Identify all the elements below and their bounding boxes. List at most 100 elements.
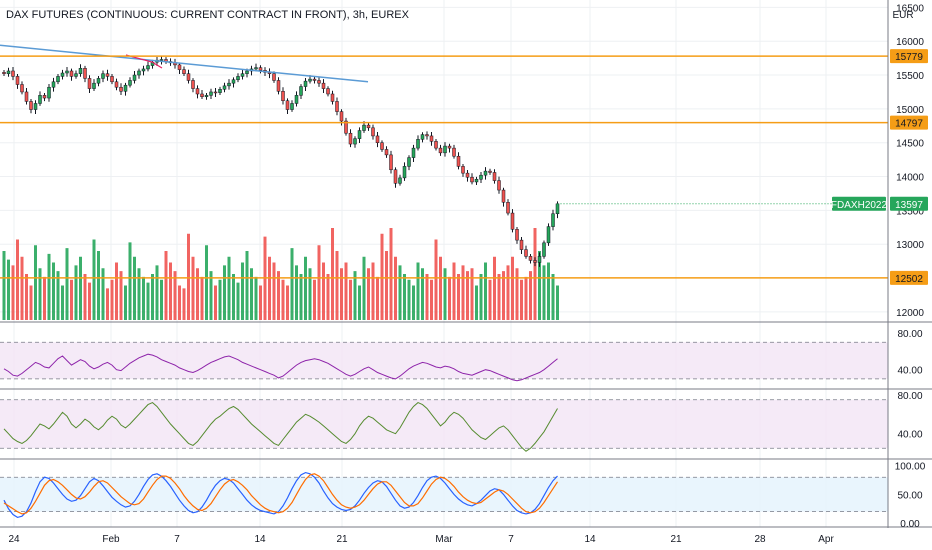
volume-bar [182, 288, 186, 320]
candle-body [101, 73, 105, 79]
candle-body [339, 111, 344, 122]
price-tick-label: 14000 [896, 173, 924, 184]
candle-body [83, 68, 87, 79]
candle-body [524, 249, 528, 257]
candle-body [186, 73, 191, 81]
candle-body [204, 95, 209, 97]
candle-body [452, 147, 456, 157]
symbol-tag-label: FDAXH2022 [831, 200, 888, 211]
volume-bar [232, 274, 235, 320]
candle-body [555, 203, 560, 214]
price-tick-label: 12000 [896, 308, 924, 319]
volume-bar [290, 248, 294, 320]
volume-bar [556, 285, 559, 320]
x-tick-label: Feb [102, 534, 120, 545]
trendline [0, 44, 369, 83]
volume-bar [245, 251, 249, 320]
volume-bar [344, 262, 348, 320]
volume-bar [484, 262, 487, 320]
candle-body [488, 170, 492, 173]
x-tick-label: 7 [174, 534, 180, 545]
candle-body [218, 89, 222, 93]
volume-bar [196, 268, 199, 320]
volume-bar [497, 274, 501, 320]
candle-body [105, 73, 110, 77]
candle-body [353, 138, 357, 145]
indicator-band [0, 342, 888, 379]
candle-body [411, 147, 416, 158]
level-tag [890, 270, 928, 285]
volume-bar [119, 271, 123, 320]
candle-body [195, 88, 200, 95]
volume-bar [362, 256, 366, 320]
volume-bar [376, 276, 379, 320]
volume-bar [398, 265, 402, 320]
volume-bar [173, 271, 177, 320]
candle-body [20, 84, 24, 93]
volume-bar [466, 271, 469, 320]
volume-bar [421, 268, 424, 320]
candle-body [24, 91, 29, 102]
volume-bar [223, 265, 226, 320]
volume-bar [38, 268, 42, 320]
volume-bar [313, 279, 316, 320]
volume-bar [11, 265, 15, 320]
candle-body [6, 70, 11, 74]
volume-bar [493, 256, 496, 320]
candle-body [74, 73, 78, 77]
volume-bar [470, 268, 474, 320]
volume-bar [349, 279, 352, 320]
candle-body [384, 149, 389, 156]
candle-body [362, 124, 366, 131]
candle-body [389, 154, 393, 171]
volume-bar [529, 271, 532, 320]
stochastic-k-line [3, 471, 558, 519]
volume-bar [128, 242, 132, 320]
candle-body [285, 100, 290, 110]
volume-bar [2, 251, 6, 320]
x-tick-label: 28 [754, 534, 766, 545]
candle-body [326, 88, 330, 95]
candle-body [209, 91, 213, 96]
indicator-tick-label: 40.00 [897, 430, 922, 441]
candle-body [330, 93, 335, 102]
volume-bar [547, 262, 550, 320]
volume-bar [155, 265, 159, 320]
candle-body [191, 80, 195, 89]
candle-body [335, 101, 339, 112]
candle-body [258, 67, 263, 71]
volume-bar [259, 285, 262, 320]
volume-bar [326, 274, 330, 320]
indicator-tick-label: 100.00 [895, 462, 926, 473]
candle-body [470, 176, 474, 183]
volume-bar [286, 285, 289, 320]
volume-bar [403, 274, 406, 320]
candle-body [290, 103, 294, 110]
candle-body [434, 141, 438, 149]
volume-bar [47, 253, 51, 320]
volume-bar [227, 256, 231, 320]
chart-title: DAX FUTURES (CONTINUOUS: CURRENT CONTRAC… [6, 9, 410, 21]
candle-body [303, 80, 308, 87]
candle-body [213, 91, 218, 94]
volume-bar [25, 274, 28, 320]
volume-bar [124, 285, 127, 320]
candle-body [375, 135, 380, 143]
candle-body [245, 70, 249, 74]
x-tick-label: 7 [508, 534, 514, 545]
volume-bar [452, 262, 456, 320]
candle-body [299, 86, 303, 96]
volume-bar [101, 268, 105, 320]
volume-bar [335, 251, 339, 320]
volume-bar [506, 265, 510, 320]
candle-body [443, 145, 447, 154]
volume-bar [241, 262, 244, 320]
volume-bar [7, 259, 10, 320]
volume-bar [502, 271, 505, 320]
indicator-band [0, 399, 888, 449]
candle-body [159, 59, 164, 61]
candle-body [461, 166, 465, 174]
volume-bar [416, 262, 420, 320]
volume-bar [524, 276, 528, 320]
candle-body [537, 256, 542, 263]
